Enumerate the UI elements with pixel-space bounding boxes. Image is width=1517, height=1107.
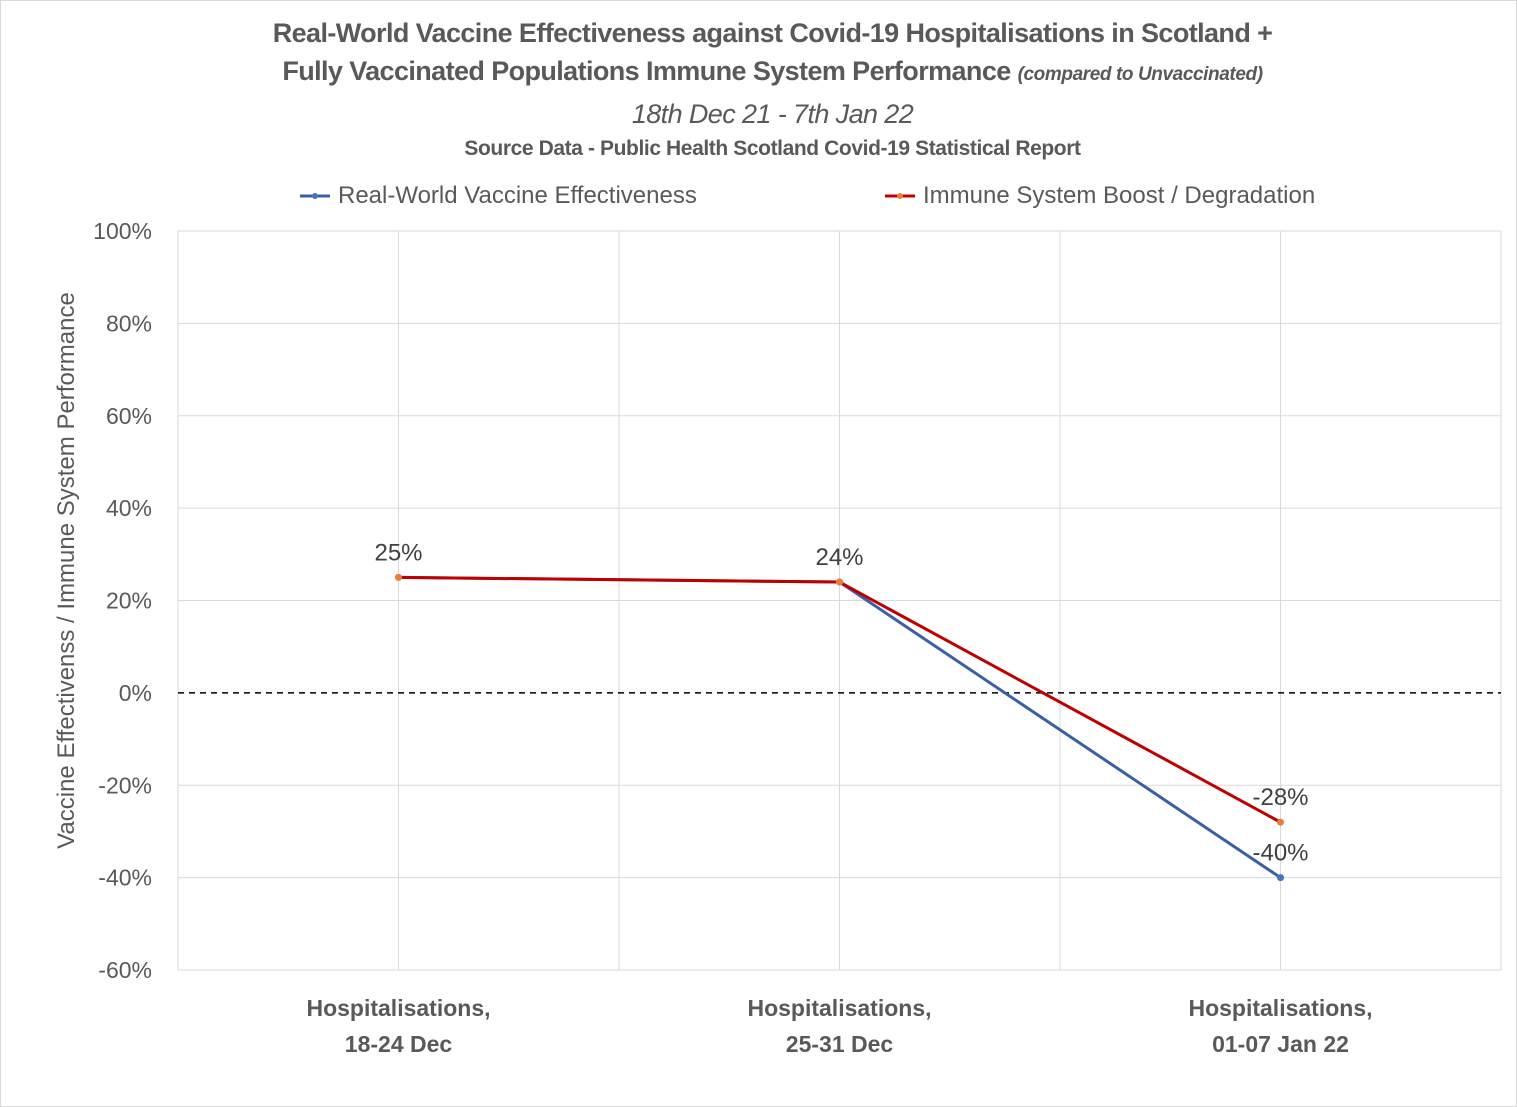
data-label: 24% — [815, 544, 863, 571]
chart-title-note: (compared to Unvaccinated) — [1017, 64, 1264, 85]
y-tick-label: -20% — [98, 772, 152, 798]
legend-label: Immune System Boost / Degradation — [923, 182, 1316, 209]
y-tick-label: -40% — [98, 865, 152, 891]
x-tick-label: 18-24 Dec — [345, 1031, 453, 1057]
legend-swatch-red-icon — [885, 193, 915, 199]
chart-title-line2-main: Fully Vaccinated Populations Immune Syst… — [282, 56, 1011, 86]
data-label: -40% — [1252, 840, 1308, 867]
legend-item-vaccine-effectiveness: Real-World Vaccine Effectiveness — [300, 182, 697, 210]
data-label: 25% — [374, 539, 422, 566]
y-tick-label: 60% — [106, 403, 152, 429]
chart-subtitle: 18th Dec 21 - 7th Jan 22 — [631, 99, 914, 129]
data-point-1 — [1277, 818, 1284, 826]
legend-swatch-blue-icon — [300, 193, 330, 199]
x-tick-label: 01-07 Jan 22 — [1212, 1031, 1349, 1057]
chart-title: Real-World Vaccine Effectiveness against… — [272, 18, 1273, 48]
y-axis-label: Vaccine Effectivenss / Immune System Per… — [53, 292, 80, 849]
data-point-0 — [1277, 874, 1284, 882]
x-tick-label: Hospitalisations, — [1188, 995, 1372, 1021]
chart-title-block: Real-World Vaccine Effectiveness against… — [0, 14, 1517, 164]
data-label: -28% — [1252, 784, 1308, 811]
x-tick-label: Hospitalisations, — [306, 995, 490, 1021]
y-tick-label: 0% — [119, 680, 152, 706]
y-tick-label: 100% — [93, 218, 152, 244]
chart-source: Source Data - Public Health Scotland Cov… — [464, 137, 1081, 160]
data-point-1 — [836, 578, 843, 586]
x-tick-label: 25-31 Dec — [786, 1031, 894, 1057]
data-point-1 — [395, 573, 402, 581]
y-tick-label: 20% — [106, 588, 152, 614]
y-tick-label: -60% — [98, 957, 152, 983]
y-tick-label: 40% — [106, 495, 152, 521]
chart-title-line2: Fully Vaccinated Populations Immune Syst… — [0, 52, 1517, 94]
legend: Real-World Vaccine Effectiveness Immune … — [0, 182, 1517, 212]
x-tick-label: Hospitalisations, — [747, 995, 931, 1021]
legend-label: Real-World Vaccine Effectiveness — [338, 182, 697, 209]
legend-item-immune-system: Immune System Boost / Degradation — [885, 182, 1315, 210]
y-tick-label: 80% — [106, 310, 152, 336]
